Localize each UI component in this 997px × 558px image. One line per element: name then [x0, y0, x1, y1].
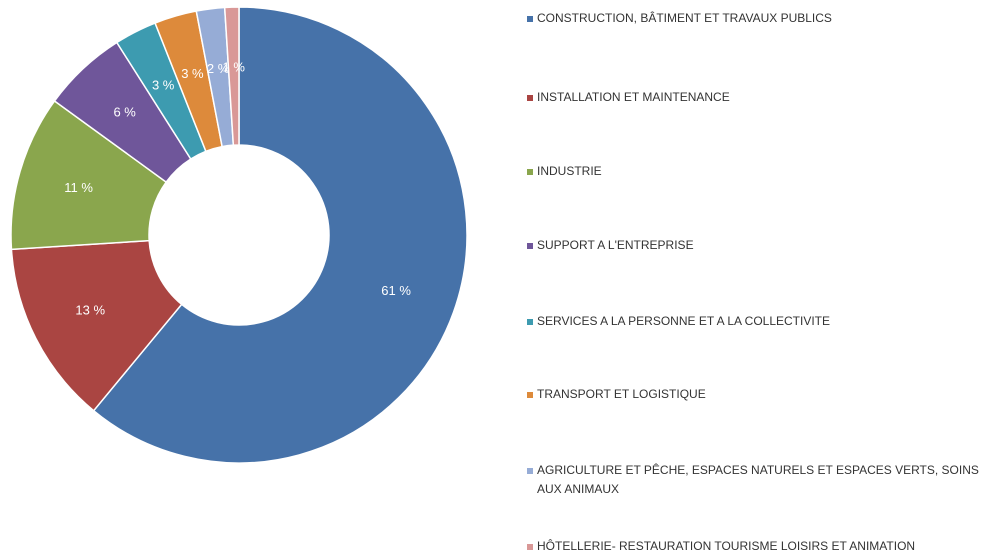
legend-swatch: [527, 243, 533, 249]
legend-swatch: [527, 468, 533, 474]
data-label: 3 %: [181, 66, 204, 81]
legend-item: HÔTELLERIE- RESTAURATION TOURISME LOISIR…: [527, 537, 987, 556]
slice: [10, 239, 183, 412]
legend-item: SUPPORT A L'ENTREPRISE: [527, 236, 987, 255]
legend-label: SERVICES A LA PERSONNE ET A LA COLLECTIV…: [537, 314, 831, 328]
legend-swatch: [527, 16, 533, 22]
legend-label: AGRICULTURE ET PÊCHE, ESPACES NATURELS E…: [537, 463, 979, 496]
legend-label: CONSTRUCTION, BÂTIMENT ET TRAVAUX PUBLIC…: [537, 11, 832, 25]
data-label: 1 %: [223, 60, 246, 75]
legend-item: INSTALLATION ET MAINTENANCE: [527, 88, 987, 107]
legend-item: AGRICULTURE ET PÊCHE, ESPACES NATURELS E…: [527, 461, 987, 499]
slice: [10, 99, 168, 251]
legend-item: CONSTRUCTION, BÂTIMENT ET TRAVAUX PUBLIC…: [527, 9, 987, 28]
legend-item: TRANSPORT ET LOGISTIQUE: [527, 385, 987, 404]
slice: [92, 6, 468, 464]
data-label: 6 %: [113, 105, 136, 120]
legend-swatch: [527, 95, 533, 101]
legend-swatch: [527, 392, 533, 398]
legend-label: HÔTELLERIE- RESTAURATION TOURISME LOISIR…: [537, 539, 916, 553]
data-label: 13 %: [75, 302, 105, 317]
legend-label: TRANSPORT ET LOGISTIQUE: [537, 387, 706, 401]
slice: [223, 6, 240, 146]
data-label: 3 %: [152, 78, 175, 93]
legend-swatch: [527, 319, 533, 325]
legend-swatch: [527, 169, 533, 175]
data-label: 2 %: [207, 61, 230, 76]
legend-item: SERVICES A LA PERSONNE ET A LA COLLECTIV…: [527, 312, 987, 331]
legend-label: INDUSTRIE: [537, 164, 602, 178]
data-label: 11 %: [64, 180, 93, 195]
legend-swatch: [527, 544, 533, 550]
legend-item: INDUSTRIE: [527, 162, 987, 181]
legend-label: INSTALLATION ET MAINTENANCE: [537, 90, 730, 104]
legend-label: SUPPORT A L'ENTREPRISE: [537, 238, 694, 252]
donut: 61 %13 %11 %6 %3 %3 % 2 %1 %: [10, 6, 468, 464]
data-label: 61 %: [381, 283, 411, 298]
